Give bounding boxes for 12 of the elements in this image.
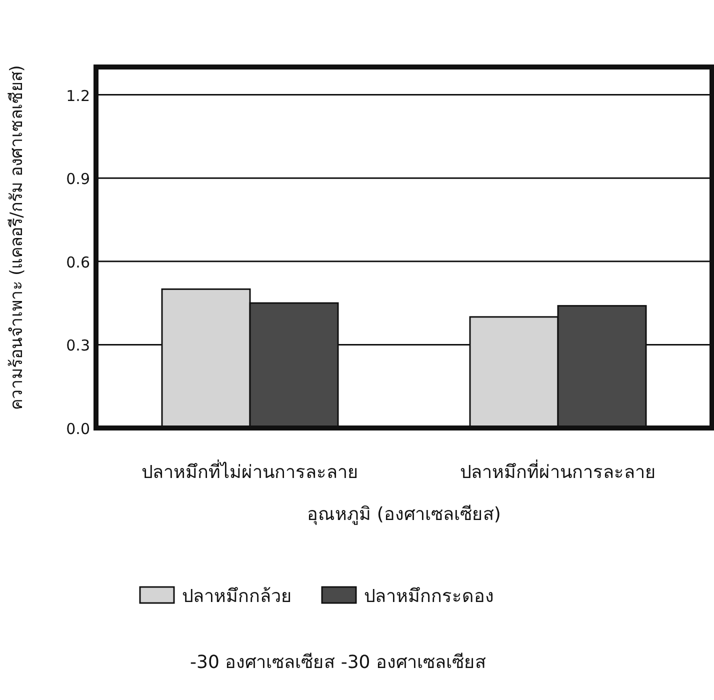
x-tick-label: ปลาหมึกที่ผ่านการละลาย: [460, 459, 656, 483]
y-axis-title: ความร้อนจำเพาะ (แคลอรี/กรัม องศาเซลเซียส): [7, 65, 27, 410]
legend-label: ปลาหมึกกระดอง: [364, 586, 494, 607]
y-tick-label: 0.0: [66, 420, 90, 438]
x-tick-label: ปลาหมึกที่ไม่ผ่านการละลาย: [142, 459, 358, 483]
y-tick-label: 1.2: [66, 86, 90, 105]
legend-label: ปลาหมึกกล้วย: [182, 586, 292, 607]
text: -30 องศาเซลเซียส -30 องศาเซลเซียส: [190, 652, 486, 673]
y-tick-label: 0.9: [66, 170, 90, 188]
y-tick-label: 0.6: [66, 253, 90, 272]
y-tick-label: 0.3: [66, 336, 90, 355]
x-axis-title: อุณหภูมิ (องศาเซลเซียส): [307, 504, 501, 525]
